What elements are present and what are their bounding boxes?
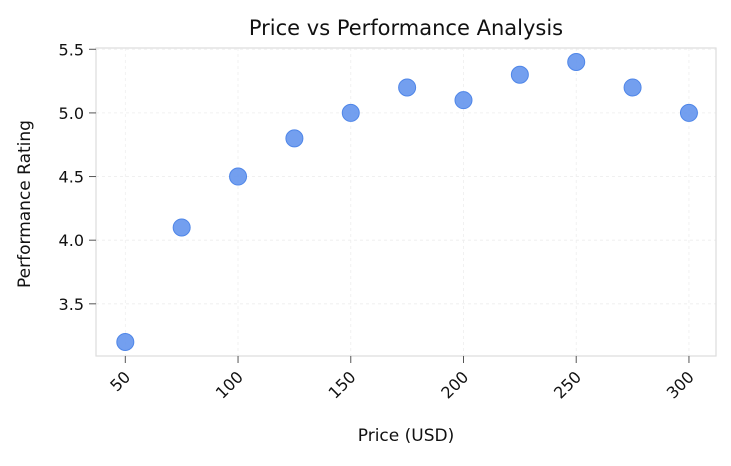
y-tick-label: 5.0 [59,104,84,123]
plot-frame [95,47,717,357]
data-points [116,53,698,351]
data-point [679,103,698,122]
data-point [454,91,473,110]
chart-title: Price vs Performance Analysis [249,16,563,40]
data-point [567,53,586,71]
data-point [172,218,191,237]
x-axis-label: Price (USD) [358,426,454,446]
data-point [623,78,642,97]
x-tick-label: 150 [325,367,360,402]
x-tick-label: 50 [106,367,134,395]
ticks: 50 100 150 200 250 300 3.5 4.0 4.5 5.0 5.5 [59,40,698,402]
y-axis-label: Performance Rating [15,120,35,288]
y-tick-label: 3.5 [59,295,84,314]
x-tick-label: 100 [212,367,247,402]
data-point [116,333,135,351]
y-tick-label: 5.5 [59,40,84,59]
data-point [398,78,417,97]
y-tick-label: 4.0 [59,231,84,250]
x-tick-label: 250 [550,367,585,402]
data-point [510,65,529,84]
data-point [341,103,360,122]
data-point [285,129,304,148]
y-tick-label: 4.5 [59,168,84,187]
grid [96,48,716,356]
data-point [229,167,248,186]
x-tick-label: 200 [437,367,472,402]
x-tick-label: 300 [663,367,698,402]
